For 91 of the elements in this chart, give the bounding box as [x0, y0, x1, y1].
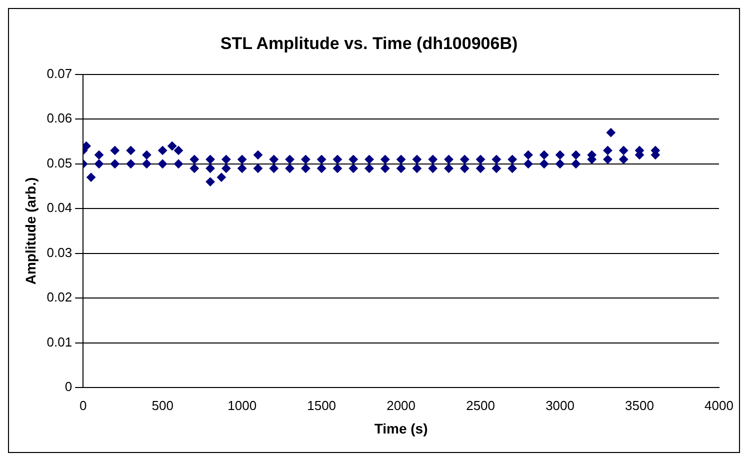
- x-tick-label: 0: [79, 398, 87, 413]
- point: [412, 164, 422, 173]
- point: [110, 146, 120, 155]
- point: [94, 150, 104, 160]
- point: [571, 159, 580, 168]
- x-axis-title: Time (s): [374, 420, 428, 436]
- point: [332, 154, 342, 164]
- point: [540, 150, 549, 160]
- y-axis-title: Amplitude (arb.): [22, 177, 38, 285]
- point: [86, 172, 96, 182]
- point: [285, 154, 294, 164]
- y-tick-label: 0.03: [46, 244, 72, 260]
- point: [126, 159, 136, 168]
- point: [269, 164, 278, 173]
- point: [412, 154, 422, 164]
- point: [603, 154, 612, 164]
- x-tick-label: 2000: [386, 398, 416, 413]
- point: [428, 154, 438, 164]
- point: [460, 164, 470, 173]
- x-tick-label: 1000: [228, 398, 257, 413]
- point: [444, 164, 454, 173]
- y-tick-label: 0.01: [46, 334, 72, 350]
- x-tick-label: 500: [152, 398, 174, 413]
- point: [317, 154, 326, 164]
- point: [380, 154, 390, 164]
- point: [571, 150, 580, 160]
- point: [168, 141, 177, 150]
- point: [348, 164, 358, 173]
- y-tick-label: 0.04: [46, 200, 72, 216]
- y-tick-label: 0: [64, 379, 72, 394]
- point: [126, 146, 136, 155]
- point: [301, 164, 310, 173]
- x-tick-label: 1500: [307, 398, 336, 413]
- point: [508, 154, 517, 164]
- point: [396, 154, 406, 164]
- point: [285, 164, 294, 173]
- point: [396, 164, 406, 173]
- point: [206, 154, 215, 164]
- x-tick-label: 4000: [704, 398, 734, 413]
- point: [556, 150, 565, 160]
- point: [606, 128, 616, 138]
- point: [524, 159, 533, 168]
- point: [364, 154, 374, 164]
- point: [269, 154, 278, 164]
- point: [206, 164, 215, 173]
- x-tick-label: 2500: [466, 398, 495, 413]
- point: [222, 154, 231, 164]
- point: [216, 172, 226, 182]
- point: [348, 154, 358, 164]
- point: [556, 159, 565, 168]
- point: [190, 154, 199, 164]
- point: [158, 146, 168, 155]
- point: [380, 164, 390, 173]
- point: [332, 164, 342, 173]
- x-tick-label: 3000: [546, 398, 574, 413]
- point: [492, 154, 501, 164]
- point: [476, 154, 486, 164]
- y-tick-label: 0.07: [46, 66, 72, 81]
- point: [508, 164, 517, 173]
- point: [174, 159, 183, 168]
- point: [253, 164, 262, 173]
- point: [222, 164, 231, 173]
- x-tick-label: 3500: [625, 398, 654, 413]
- point: [619, 154, 628, 164]
- point: [94, 159, 104, 168]
- point: [476, 164, 486, 173]
- point: [110, 159, 120, 168]
- point: [238, 164, 247, 173]
- point: [444, 154, 454, 164]
- point: [524, 150, 533, 160]
- point: [301, 154, 310, 164]
- y-tick-label: 0.06: [46, 110, 72, 126]
- y-tick-label: 0.02: [46, 290, 72, 305]
- point: [206, 177, 215, 186]
- point: [317, 164, 326, 173]
- point: [364, 164, 374, 173]
- point: [253, 150, 262, 160]
- point: [460, 154, 470, 164]
- point: [158, 159, 168, 168]
- point: [540, 159, 549, 168]
- point: [428, 164, 438, 173]
- point: [190, 164, 199, 173]
- point: [619, 146, 628, 155]
- point: [142, 150, 152, 160]
- chart-title: STL Amplitude vs. Time (dh100906B): [220, 34, 518, 53]
- point: [492, 164, 501, 173]
- point: [174, 146, 183, 155]
- point: [603, 146, 612, 155]
- point: [142, 159, 152, 168]
- point: [238, 154, 247, 164]
- y-tick-label: 0.05: [46, 155, 72, 170]
